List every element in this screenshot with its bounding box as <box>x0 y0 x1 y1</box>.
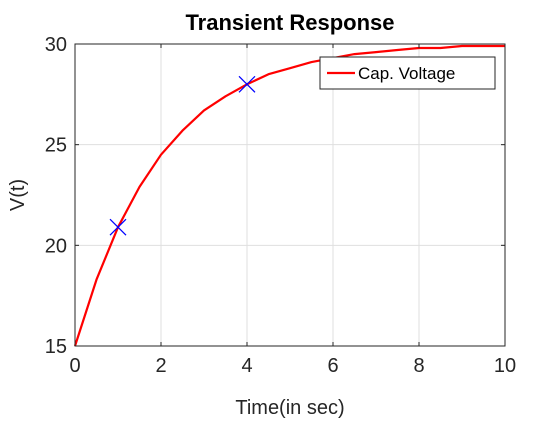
x-tick-label: 6 <box>327 355 338 377</box>
plot-area <box>75 44 505 346</box>
chart-title: Transient Response <box>185 10 394 35</box>
data-marker <box>109 218 127 236</box>
y-tick-label: 15 <box>45 336 67 358</box>
axes-box <box>74 43 506 347</box>
x-tick-label: 10 <box>494 355 516 377</box>
legend-label: Cap. Voltage <box>358 64 455 83</box>
x-tick-label: 2 <box>155 355 166 377</box>
marker-stroke <box>238 75 256 93</box>
x-axis-label: Time(in sec) <box>235 397 344 419</box>
legend-box <box>319 56 496 90</box>
series-line <box>73 44 505 347</box>
marker-stroke <box>109 218 127 236</box>
y-axis-label: V(t) <box>7 179 29 211</box>
y-tick-label: 20 <box>45 235 67 257</box>
y-tick-label: 25 <box>45 135 67 157</box>
y-tick-label: 30 <box>45 34 67 56</box>
x-tick-label: 4 <box>241 355 252 377</box>
x-tick-label: 0 <box>69 355 80 377</box>
data-marker <box>238 75 256 93</box>
x-tick-label: 8 <box>413 355 424 377</box>
